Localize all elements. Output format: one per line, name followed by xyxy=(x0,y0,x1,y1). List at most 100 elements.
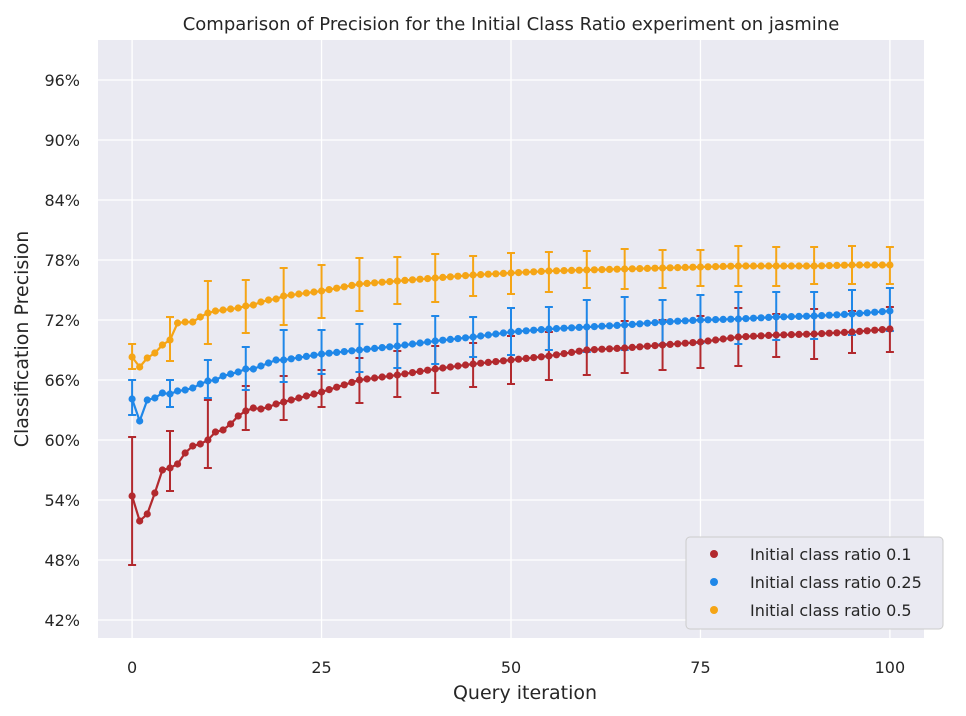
data-point xyxy=(545,325,553,333)
data-point xyxy=(886,307,894,315)
data-point xyxy=(598,345,606,353)
data-point xyxy=(181,449,189,457)
data-point xyxy=(348,378,356,386)
data-point xyxy=(408,369,417,377)
data-point xyxy=(886,325,894,333)
data-point xyxy=(189,318,197,326)
data-point xyxy=(431,274,439,282)
data-point xyxy=(772,331,780,339)
data-point xyxy=(355,376,364,384)
data-point xyxy=(310,390,318,398)
data-point xyxy=(787,313,795,321)
data-point xyxy=(674,264,682,272)
legend-marker xyxy=(710,578,718,586)
data-point xyxy=(386,278,394,286)
data-point xyxy=(825,311,833,319)
data-point xyxy=(552,267,561,275)
data-point xyxy=(439,364,447,372)
data-point xyxy=(712,336,720,344)
data-point xyxy=(249,301,257,309)
data-point xyxy=(696,263,705,271)
data-point xyxy=(530,354,538,362)
data-point xyxy=(575,266,583,274)
data-point xyxy=(628,343,636,351)
data-point xyxy=(855,309,864,317)
data-point xyxy=(158,466,167,474)
data-point xyxy=(605,345,614,353)
data-point xyxy=(658,318,667,326)
data-point xyxy=(795,330,803,338)
data-point xyxy=(128,395,136,403)
data-point xyxy=(651,264,659,272)
data-point xyxy=(658,341,667,349)
data-point xyxy=(613,321,621,329)
data-point xyxy=(378,373,386,381)
data-point xyxy=(431,365,439,373)
data-point xyxy=(333,348,341,356)
data-point xyxy=(227,370,235,378)
data-point xyxy=(363,345,371,353)
data-point xyxy=(666,264,674,272)
data-point xyxy=(575,347,583,355)
data-point xyxy=(590,346,598,354)
data-point xyxy=(757,332,765,340)
y-tick-label: 90% xyxy=(44,131,80,150)
x-tick-label: 75 xyxy=(690,658,710,677)
data-point xyxy=(189,384,197,392)
data-point xyxy=(151,349,159,357)
data-point xyxy=(636,320,644,328)
data-point xyxy=(325,349,333,357)
y-tick-label: 60% xyxy=(44,431,80,450)
data-point xyxy=(181,318,189,326)
x-tick-label: 100 xyxy=(875,658,906,677)
data-point xyxy=(605,322,614,330)
data-point xyxy=(833,311,841,319)
data-point xyxy=(424,366,432,374)
data-point xyxy=(878,261,886,269)
data-point xyxy=(818,330,826,338)
data-point xyxy=(401,341,409,349)
data-point xyxy=(613,265,621,273)
data-point xyxy=(166,464,174,472)
data-point xyxy=(833,261,841,269)
data-point xyxy=(234,368,242,376)
data-point xyxy=(590,266,598,274)
data-point xyxy=(545,267,553,275)
data-point xyxy=(325,286,333,294)
data-point xyxy=(469,333,477,341)
data-point xyxy=(128,492,136,500)
data-point xyxy=(484,270,492,278)
data-point xyxy=(742,262,750,270)
data-point xyxy=(704,337,712,345)
data-point xyxy=(628,265,636,273)
data-point xyxy=(871,308,879,316)
data-point xyxy=(886,261,894,269)
data-point xyxy=(136,517,144,525)
data-point xyxy=(317,287,326,295)
data-point xyxy=(848,261,856,269)
data-point xyxy=(590,323,598,331)
data-point xyxy=(211,307,220,315)
data-point xyxy=(196,380,204,388)
chart-title: Comparison of Precision for the Initial … xyxy=(183,14,840,35)
data-point xyxy=(643,264,652,272)
data-point xyxy=(621,265,629,273)
series-points xyxy=(128,261,894,525)
data-point xyxy=(280,398,288,406)
data-point xyxy=(295,354,303,362)
data-point xyxy=(249,404,257,412)
data-point xyxy=(166,336,174,344)
data-point xyxy=(507,356,515,364)
data-point xyxy=(643,319,652,327)
data-point xyxy=(204,436,212,444)
data-point xyxy=(469,271,477,279)
data-point xyxy=(681,317,689,325)
data-point xyxy=(242,407,250,415)
data-point xyxy=(522,354,530,362)
data-point xyxy=(242,302,250,310)
data-point xyxy=(173,319,182,327)
x-tick-label: 25 xyxy=(311,658,331,677)
data-point xyxy=(386,372,394,380)
data-point xyxy=(477,359,485,367)
data-point xyxy=(810,262,818,270)
